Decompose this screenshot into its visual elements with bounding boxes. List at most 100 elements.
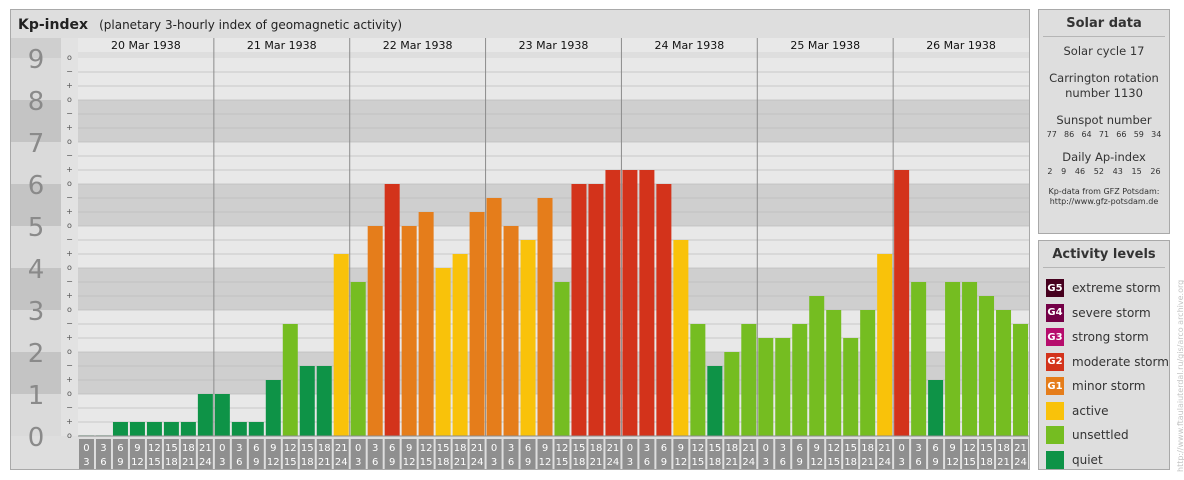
y-axis-band bbox=[11, 142, 61, 184]
activity-level-row: G2 moderate storm bbox=[1046, 352, 1169, 372]
hour-cell bbox=[299, 439, 315, 469]
kp-bar bbox=[622, 170, 638, 436]
hour-cell bbox=[758, 439, 774, 469]
hour-end-label: 3 bbox=[219, 457, 225, 468]
kp-bar bbox=[554, 281, 570, 436]
activity-level-row: active bbox=[1046, 401, 1169, 421]
minor-tick-minus: − bbox=[66, 151, 73, 160]
hour-end-label: 12 bbox=[403, 457, 416, 468]
activity-level-row: unsettled bbox=[1046, 425, 1169, 445]
ap-value: 26 bbox=[1150, 167, 1161, 176]
activity-level-row: G5 extreme storm bbox=[1046, 278, 1169, 298]
activity-level-swatch bbox=[1046, 426, 1064, 444]
kp-bar bbox=[707, 365, 723, 436]
hour-start-label: 0 bbox=[83, 443, 89, 454]
hour-cell bbox=[367, 439, 383, 469]
chart-title-subtitle: (planetary 3-hourly index of geomagnetic… bbox=[99, 18, 403, 32]
y-axis-band bbox=[11, 58, 61, 100]
kp-bar bbox=[520, 239, 536, 436]
hour-start-label: 15 bbox=[573, 443, 586, 454]
kp-bar bbox=[231, 422, 247, 436]
y-tick-label: 4 bbox=[28, 255, 45, 285]
activity-level-label: strong storm bbox=[1072, 330, 1149, 344]
hour-start-label: 21 bbox=[742, 443, 755, 454]
kp-bar bbox=[639, 170, 655, 436]
hour-end-label: 18 bbox=[844, 457, 857, 468]
hour-start-label: 12 bbox=[420, 443, 433, 454]
hour-end-label: 6 bbox=[372, 457, 378, 468]
hour-end-label: 18 bbox=[301, 457, 314, 468]
kp-bar bbox=[877, 254, 893, 436]
hour-start-label: 9 bbox=[949, 443, 955, 454]
hour-end-label: 15 bbox=[148, 457, 161, 468]
ap-value: 15 bbox=[1131, 167, 1142, 176]
kp-band bbox=[78, 142, 1029, 184]
hour-end-label: 9 bbox=[117, 457, 123, 468]
y-axis-band bbox=[11, 310, 61, 352]
hour-end-label: 12 bbox=[810, 457, 823, 468]
minor-tick-minus: − bbox=[66, 67, 73, 76]
kp-bar bbox=[588, 184, 604, 436]
kp-bar bbox=[367, 226, 383, 436]
hour-end-label: 18 bbox=[980, 457, 993, 468]
hour-cell bbox=[384, 439, 400, 469]
hour-cell bbox=[95, 439, 111, 469]
hour-end-label: 12 bbox=[674, 457, 687, 468]
hour-start-label: 12 bbox=[284, 443, 297, 454]
kp-bar bbox=[656, 184, 672, 436]
hour-start-label: 15 bbox=[980, 443, 993, 454]
hour-end-label: 18 bbox=[708, 457, 721, 468]
vertical-credit: http://www.ftaulaiuterdal.ru/gis/arco ar… bbox=[1176, 279, 1184, 472]
hour-start-label: 15 bbox=[844, 443, 857, 454]
kp-band bbox=[78, 58, 1029, 100]
carrington-line-2: number 1130 bbox=[1065, 86, 1143, 100]
hour-start-label: 0 bbox=[898, 443, 904, 454]
sunspot-value: 77 bbox=[1046, 130, 1057, 139]
y-tick-label: 6 bbox=[28, 171, 45, 201]
hour-cell bbox=[656, 439, 672, 469]
hour-cell bbox=[350, 439, 366, 469]
credit-link[interactable]: http://www.gfz-potsdam.de bbox=[1049, 197, 1159, 206]
kp-bar bbox=[163, 422, 179, 436]
minor-tick-o: o bbox=[67, 53, 72, 62]
minor-tick-o: o bbox=[67, 431, 72, 440]
hour-cell bbox=[537, 439, 553, 469]
y-tick-label: 5 bbox=[28, 213, 45, 243]
kp-bar bbox=[741, 323, 757, 436]
hour-end-label: 15 bbox=[556, 457, 569, 468]
kp-bar bbox=[826, 310, 842, 436]
hour-end-label: 24 bbox=[607, 457, 620, 468]
kp-bar bbox=[894, 170, 910, 436]
hour-start-label: 3 bbox=[644, 443, 650, 454]
minor-tick-plus: + bbox=[66, 207, 73, 216]
hour-cell bbox=[843, 439, 859, 469]
hour-start-label: 18 bbox=[861, 443, 874, 454]
hour-start-label: 21 bbox=[878, 443, 891, 454]
hour-cell bbox=[129, 439, 145, 469]
hour-start-label: 0 bbox=[763, 443, 769, 454]
ap-value: 9 bbox=[1061, 167, 1067, 176]
hour-end-label: 18 bbox=[437, 457, 450, 468]
hour-cell bbox=[180, 439, 196, 469]
kp-band bbox=[78, 184, 1029, 226]
activity-level-row: quiet bbox=[1046, 450, 1169, 470]
hour-cell bbox=[265, 439, 281, 469]
hour-cell bbox=[146, 439, 162, 469]
hour-end-label: 24 bbox=[1014, 457, 1027, 468]
minor-tick-plus: + bbox=[66, 123, 73, 132]
kp-bar bbox=[435, 268, 451, 436]
hour-cell bbox=[996, 439, 1012, 469]
day-header-strip bbox=[78, 38, 1029, 52]
activity-level-swatch: G2 bbox=[1046, 352, 1064, 371]
kp-bar bbox=[860, 310, 876, 436]
kp-bar bbox=[316, 365, 332, 436]
minor-tick-o: o bbox=[67, 95, 72, 104]
kp-bar bbox=[214, 394, 230, 436]
hour-start-label: 9 bbox=[134, 443, 140, 454]
activity-levels-legend: G5 extreme storm G4 severe storm G3 strong st… bbox=[1039, 278, 1169, 470]
kp-bar bbox=[571, 184, 587, 436]
sunspot-value: 64 bbox=[1081, 130, 1092, 139]
hour-end-label: 15 bbox=[420, 457, 433, 468]
hour-start-label: 3 bbox=[780, 443, 786, 454]
kp-bar bbox=[486, 197, 502, 436]
